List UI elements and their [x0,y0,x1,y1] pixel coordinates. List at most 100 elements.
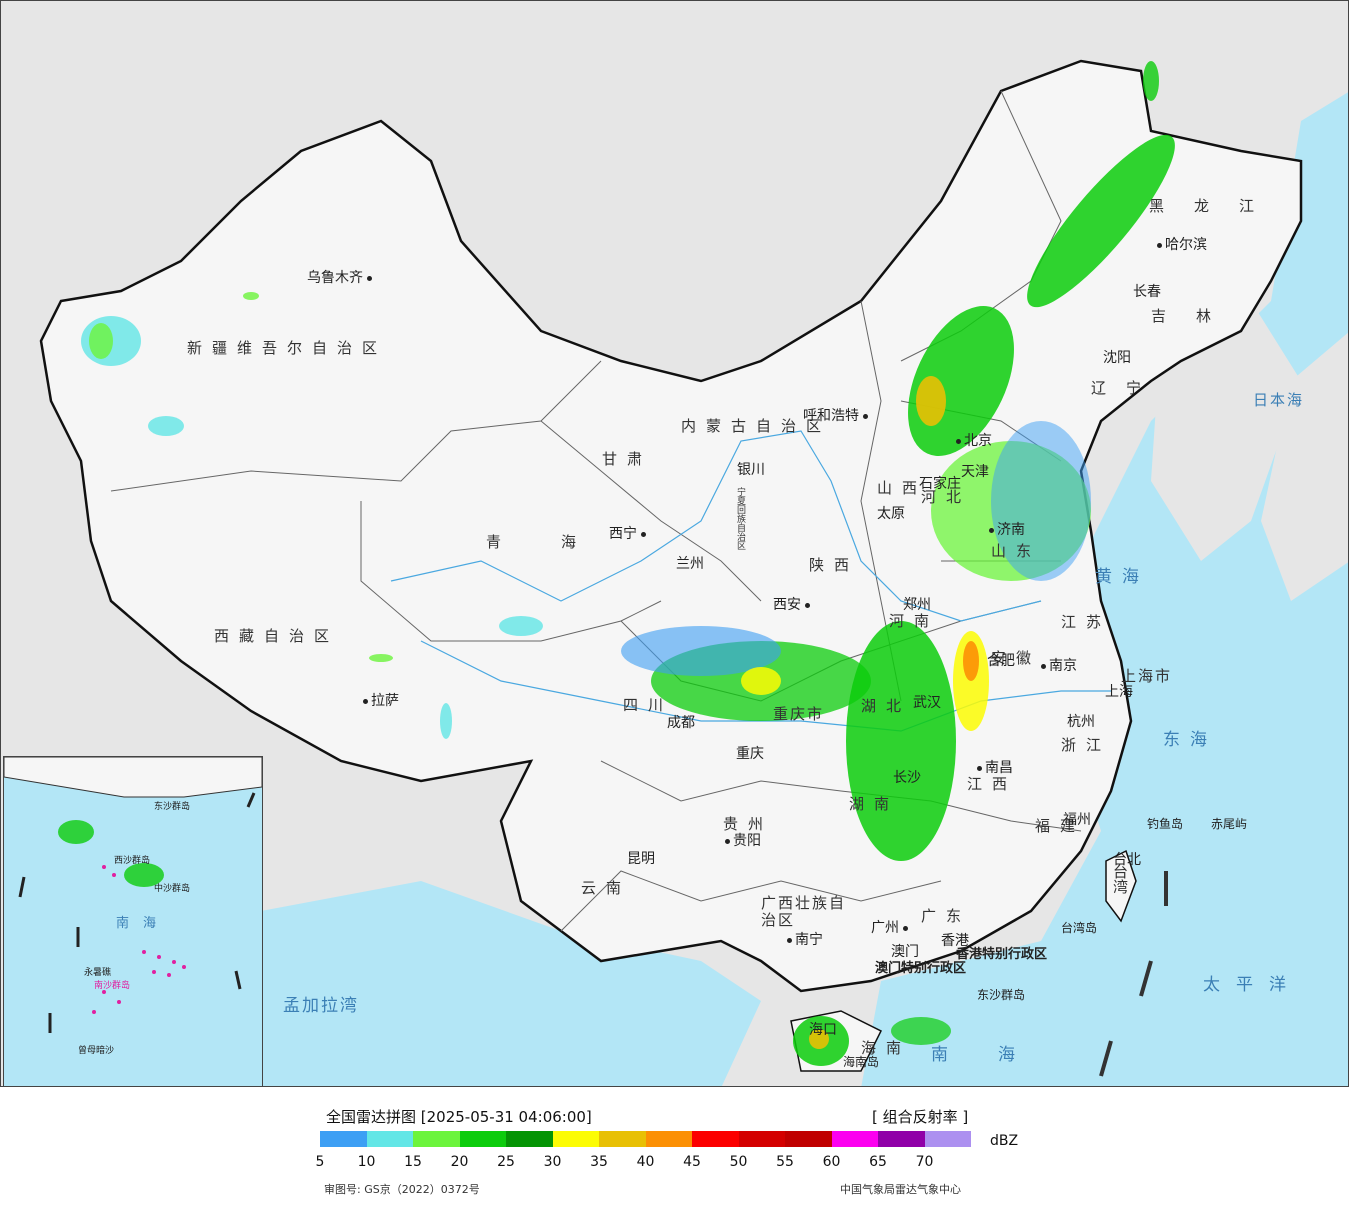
city-label: 广州 [871,921,911,935]
product-label: [ 组合反射率 ] [872,1108,969,1126]
city-label: 香港 [941,933,969,949]
city-label: 乌鲁木齐 [307,271,375,285]
province-label: 江苏 [1061,613,1112,631]
city-label: 西宁 [609,527,649,541]
province-label: 宁夏回族自治区 [737,488,747,552]
city-label: 贵阳 [725,834,761,848]
legend-tick: 70 [915,1154,934,1170]
province-label: 河南 [889,612,940,630]
province-label: 湖北 [861,697,912,715]
color-scale [320,1131,971,1147]
legend-swatch [785,1131,832,1147]
legend-tick: 45 [683,1154,701,1170]
sea-label: 南海 [931,1045,1065,1065]
legend-swatch [506,1131,553,1147]
rivers [390,430,1111,732]
map-canvas [39,59,1348,1086]
sea-east [861,92,1348,1086]
legend-tick: 20 [450,1154,469,1170]
city-label: 澳门 [891,944,919,960]
korea-peninsula [1151,301,1301,561]
city-label: 南宁 [787,933,823,947]
legend-tick: 30 [543,1154,562,1170]
legend-swatch [878,1131,925,1147]
city-label: 哈尔滨 [1157,238,1207,252]
city-label: 西安 [773,598,813,612]
city-label: 南京 [1041,659,1077,673]
legend-swatch [413,1131,460,1147]
city-label: 太原 [877,506,905,522]
legend-swatch [692,1131,739,1147]
province-label: 青海 [486,533,637,551]
region-label: 香港特别行政区 [956,947,1048,962]
china-land [39,59,1303,993]
province-label: 江西 [967,775,1018,793]
legend-swatch [924,1131,971,1147]
province-label: 湖南 [849,795,900,813]
city-label: 拉萨 [363,694,399,708]
province-label: 新疆维吾尔自治区 [187,339,388,357]
sea-bay-of-bengal [261,881,761,1086]
city-label: 重庆 [736,746,764,762]
legend-tick: 50 [729,1154,748,1170]
city-label: 福州 [1063,812,1091,828]
legend-swatch [366,1131,413,1147]
region-label: 澳门特别行政区 [875,961,967,976]
city-label: 济南 [989,523,1025,537]
sea-label: 日本海 [1253,391,1305,409]
island-label: 赤尾屿 [1211,817,1248,831]
city-label: 武汉 [913,695,941,711]
inset-island-label: 永暑礁 [84,968,112,978]
inset-island-label: 西沙群岛 [114,856,151,866]
radar-map: 新疆维吾尔自治区 西藏自治区 青海 甘肃 内蒙古自治区 黑龙江 吉林 辽宁 河北… [0,0,1349,1087]
legend-swatch [459,1131,506,1147]
sea-label: 孟加拉湾 [283,996,359,1016]
province-label: 西藏自治区 [214,627,340,645]
city-label: 北京 [956,434,992,448]
taiwan-island [1105,849,1137,923]
city-label: 沈阳 [1103,350,1131,366]
city-label: 成都 [667,715,695,731]
province-label: 贵州 [723,815,774,833]
city-label: 呼和浩特 [803,409,871,423]
province-label: 内蒙古自治区 [681,417,832,435]
inset-island-label: 东沙群岛 [154,802,191,812]
legend-tick: 60 [822,1154,841,1170]
city-label: 石家庄 [919,476,961,492]
island-label: 海南岛 [843,1055,880,1069]
province-label: 山西 [877,479,928,497]
province-label: 海南 [861,1039,912,1057]
legend-tick: 65 [869,1154,887,1170]
province-label: 浙江 [1061,736,1112,754]
legend-swatch [645,1131,692,1147]
inset-island-label: 中沙群岛 [154,884,191,894]
credit-text: 中国气象局雷达气象中心 [840,1183,961,1196]
legend-tick: 15 [404,1154,422,1170]
province-label: 广西壮族自治区 [761,894,847,929]
legend-swatch [599,1131,646,1147]
city-label: 银川 [737,462,765,478]
legend-swatch [738,1131,785,1147]
legend-swatch [552,1131,599,1147]
province-label: 云南 [581,879,632,897]
south-china-sea-inset: 南海 西沙群岛 南沙群岛 中沙群岛 永暑礁 曾母暗沙 东沙群岛 [3,756,263,1086]
approval-number: 审图号: GS京（2022）0372号 [324,1183,480,1196]
legend-tick: 55 [776,1154,794,1170]
province-label: 黑龙江 [1149,197,1285,215]
city-label: 长春 [1133,284,1161,300]
legend-tick: 25 [497,1154,515,1170]
inset-sea-label: 南海 [116,916,171,931]
city-label: 合肥 [987,653,1015,669]
province-label: 广东 [921,907,972,925]
province-label: 福建 [1035,817,1086,835]
province-label: 陕西 [809,556,860,574]
unit-label: dBZ [990,1133,1019,1149]
province-label: 安徽 [991,649,1042,667]
legend-tick: 35 [590,1154,608,1170]
legend-panel: 全国雷达拼图 [2025-05-31 04:06:00] [ 组合反射率 ] d… [0,1087,1349,1208]
inset-island-label: 曾母暗沙 [78,1046,115,1056]
city-label: 兰州 [676,556,704,572]
inset-island-label: 南沙群岛 [94,981,131,991]
island-label: 钓鱼岛 [1147,817,1184,831]
city-label: 上海 [1105,684,1133,700]
